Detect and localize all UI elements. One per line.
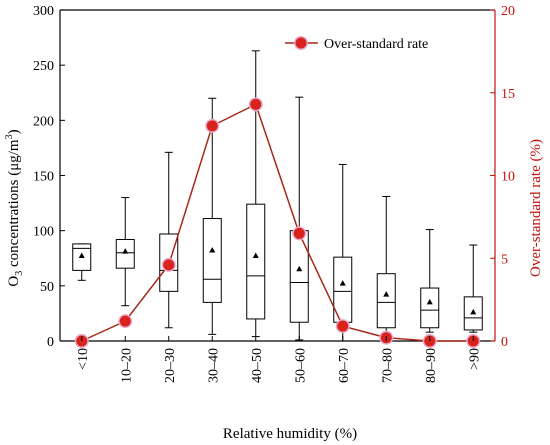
box-plot — [202, 97, 222, 335]
box-plot — [72, 243, 92, 281]
box-plot — [159, 151, 179, 329]
box-iqr — [376, 273, 396, 329]
y-left-tick-label: 50 — [40, 280, 54, 295]
rate-point — [337, 320, 349, 332]
mean-marker — [426, 298, 433, 305]
x-tick-label: >90 — [467, 348, 482, 370]
mean-marker — [78, 252, 85, 259]
y-left-tick-label: 150 — [33, 170, 54, 185]
rate-point — [206, 120, 218, 132]
over-standard-rate-series — [74, 97, 481, 348]
y-left-tick-label: 300 — [33, 4, 54, 19]
y-axis-right-title: Over-standard rate (%) — [528, 139, 544, 277]
y-axis-left-title: O3 concentrations (μg/m3) — [4, 129, 25, 286]
box-iqr — [289, 230, 309, 323]
y-right-tick-label: 10 — [501, 170, 515, 185]
rate-point — [293, 227, 305, 239]
mean-marker — [209, 247, 216, 253]
rate-line — [81, 103, 474, 342]
box-plots — [72, 50, 483, 342]
x-tick-label: 20–30 — [163, 348, 178, 383]
box-iqr — [246, 203, 266, 320]
y-left-tick-label: 100 — [33, 225, 54, 240]
mean-marker — [383, 291, 390, 297]
box-iqr — [420, 287, 440, 329]
legend-marker — [295, 37, 307, 49]
x-tick-label: 80–90 — [424, 348, 439, 383]
box-plot — [289, 96, 309, 341]
box-plot — [115, 197, 135, 307]
x-tick-label: 30–40 — [206, 348, 221, 383]
box-plot — [463, 244, 483, 333]
y-left-tick-label: 250 — [33, 59, 54, 74]
mean-marker — [252, 252, 259, 259]
rate-point — [163, 259, 175, 271]
rate-point — [250, 98, 262, 110]
mean-marker — [470, 308, 477, 315]
x-tick-label: <10 — [76, 348, 91, 370]
box-iqr — [115, 238, 135, 269]
rate-point — [119, 315, 131, 327]
mean-marker — [122, 248, 129, 254]
x-tick-label: 60–70 — [337, 348, 352, 383]
y-right-tick-label: 0 — [501, 335, 508, 350]
y-right-tick-label: 5 — [501, 252, 508, 267]
axes: 0 50 100 150 200 250 300 0 5 10 15 20 <10 10–20 20–30 3… — [33, 4, 515, 383]
box-plot — [376, 195, 396, 334]
mean-marker — [296, 265, 303, 272]
y-left-tick-label: 0 — [47, 335, 54, 350]
x-axis-title: Relative humidity (%) — [223, 426, 357, 442]
y-right-tick-label: 15 — [501, 87, 515, 102]
legend: Over-standard rate — [285, 36, 428, 52]
x-tick-label: 70–80 — [380, 348, 395, 383]
box-iqr — [202, 218, 222, 303]
mean-marker — [339, 280, 346, 286]
x-tick-label: 50–60 — [293, 348, 308, 383]
legend-label: Over-standard rate — [324, 37, 428, 52]
x-tick-label: 10–20 — [119, 348, 134, 383]
y-right-tick-label: 20 — [501, 4, 515, 19]
box-plot — [246, 50, 266, 338]
box-plot — [420, 229, 440, 333]
x-tick-label: 40–50 — [250, 348, 265, 383]
box-plot — [333, 163, 353, 342]
y-left-tick-label: 200 — [33, 114, 54, 129]
